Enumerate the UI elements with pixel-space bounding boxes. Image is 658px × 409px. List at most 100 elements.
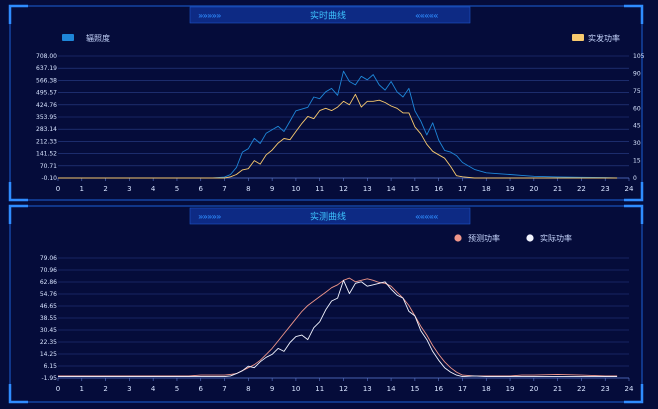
x-tick-label: 23 bbox=[601, 185, 610, 193]
panel-title-bar bbox=[189, 207, 471, 225]
y-tick-label: 38.55 bbox=[40, 315, 57, 322]
y-right-tick-label: 0 bbox=[633, 175, 637, 182]
y-tick-label: 54.76 bbox=[40, 291, 57, 298]
x-tick-label: 11 bbox=[315, 185, 324, 193]
y-tick-label: 495.57 bbox=[36, 90, 57, 97]
panel-corner bbox=[8, 182, 28, 202]
chevrons-right: ««««« bbox=[415, 12, 438, 22]
x-tick-label: 0 bbox=[56, 385, 60, 393]
x-tick-label: 19 bbox=[506, 385, 515, 393]
y-tick-label: 566.38 bbox=[36, 77, 57, 84]
y-tick-label: 353.95 bbox=[36, 114, 57, 121]
y-tick-label: 62.86 bbox=[40, 279, 57, 286]
x-tick-label: 16 bbox=[434, 385, 443, 393]
x-tick-label: 20 bbox=[529, 385, 538, 393]
x-tick-label: 16 bbox=[434, 185, 443, 193]
series-line-预测功率 bbox=[58, 277, 618, 377]
x-tick-label: 0 bbox=[56, 185, 60, 193]
x-tick-label: 4 bbox=[151, 185, 156, 193]
x-tick-label: 6 bbox=[199, 185, 204, 193]
y-tick-label: 70.96 bbox=[40, 267, 57, 274]
x-tick-label: 21 bbox=[553, 185, 562, 193]
chevrons-left: »»»»» bbox=[198, 213, 221, 223]
y-tick-label: 46.65 bbox=[40, 303, 57, 310]
y-tick-label: 6.15 bbox=[44, 363, 58, 370]
legend-label: 实际功率 bbox=[540, 233, 572, 243]
panel-corner bbox=[624, 182, 644, 202]
x-tick-label: 24 bbox=[625, 385, 634, 393]
y-tick-label: 70.71 bbox=[40, 163, 57, 170]
y-right-tick-label: 90 bbox=[633, 70, 641, 77]
x-tick-label: 5 bbox=[175, 385, 179, 393]
x-tick-label: 7 bbox=[222, 185, 226, 193]
y-tick-label: 30.45 bbox=[40, 327, 57, 334]
legend-swatch bbox=[62, 34, 74, 41]
y-right-tick-label: 30 bbox=[633, 140, 641, 147]
x-tick-label: 13 bbox=[363, 385, 372, 393]
x-tick-label: 19 bbox=[506, 185, 515, 193]
y-right-tick-label: 75 bbox=[633, 88, 641, 95]
x-tick-label: 15 bbox=[410, 385, 419, 393]
y-tick-label: -0.10 bbox=[41, 175, 57, 182]
x-tick-label: 2 bbox=[103, 385, 107, 393]
y-tick-label: 14.25 bbox=[40, 351, 57, 358]
series-line-辐照度 bbox=[58, 70, 618, 179]
x-tick-label: 21 bbox=[553, 385, 562, 393]
x-tick-label: 2 bbox=[103, 185, 107, 193]
panel-corner bbox=[624, 384, 644, 404]
legend-label: 实发功率 bbox=[588, 33, 620, 43]
x-tick-label: 22 bbox=[577, 185, 586, 193]
x-tick-label: 1 bbox=[80, 385, 84, 393]
x-tick-label: 1 bbox=[80, 185, 84, 193]
x-tick-label: 20 bbox=[529, 185, 538, 193]
x-tick-label: 8 bbox=[246, 385, 250, 393]
x-tick-label: 11 bbox=[315, 385, 324, 393]
y-tick-label: 283.14 bbox=[36, 126, 57, 133]
y-tick-label: 637.19 bbox=[36, 65, 57, 72]
x-tick-label: 3 bbox=[127, 185, 131, 193]
y-right-tick-label: 60 bbox=[633, 105, 641, 112]
x-tick-label: 6 bbox=[199, 385, 204, 393]
chevrons-right: ««««« bbox=[415, 213, 438, 223]
x-tick-label: 7 bbox=[222, 385, 226, 393]
x-tick-label: 8 bbox=[246, 185, 250, 193]
legend-label: 预测功率 bbox=[468, 233, 500, 243]
x-tick-label: 15 bbox=[410, 185, 419, 193]
x-tick-label: 12 bbox=[339, 185, 348, 193]
y-tick-label: 141.52 bbox=[36, 151, 57, 158]
legend-swatch bbox=[454, 234, 462, 242]
x-tick-label: 5 bbox=[175, 185, 179, 193]
x-tick-label: 22 bbox=[577, 385, 586, 393]
y-right-tick-label: 45 bbox=[633, 123, 641, 130]
y-tick-label: 212.33 bbox=[36, 138, 57, 145]
legend-swatch bbox=[526, 234, 534, 242]
x-tick-label: 24 bbox=[625, 185, 634, 193]
panel-corner bbox=[624, 4, 644, 24]
chevrons-left: »»»»» bbox=[198, 12, 221, 22]
legend-swatch bbox=[572, 34, 584, 41]
x-tick-label: 14 bbox=[387, 385, 396, 393]
x-tick-label: 14 bbox=[387, 185, 396, 193]
x-tick-label: 18 bbox=[482, 385, 491, 393]
panel-corner bbox=[8, 384, 28, 404]
panel-frame bbox=[9, 5, 643, 201]
y-tick-label: 708.00 bbox=[36, 53, 57, 60]
panel-corner bbox=[8, 204, 28, 224]
y-tick-label: 22.35 bbox=[40, 339, 57, 346]
panel-frame bbox=[9, 205, 643, 403]
y-right-tick-label: 15 bbox=[633, 158, 641, 165]
y-right-tick-label: 105 bbox=[633, 53, 645, 60]
x-tick-label: 4 bbox=[151, 385, 156, 393]
x-tick-label: 18 bbox=[482, 185, 491, 193]
x-tick-label: 9 bbox=[270, 385, 274, 393]
panel-title: 实测曲线 bbox=[310, 211, 346, 223]
x-tick-label: 10 bbox=[291, 185, 300, 193]
y-tick-label: -1.95 bbox=[41, 375, 57, 382]
x-tick-label: 23 bbox=[601, 385, 610, 393]
panel-corner bbox=[624, 204, 644, 224]
legend-label: 辐照度 bbox=[86, 33, 110, 43]
series-line-实际功率 bbox=[58, 279, 618, 378]
y-tick-label: 79.06 bbox=[40, 255, 57, 262]
x-tick-label: 13 bbox=[363, 185, 372, 193]
